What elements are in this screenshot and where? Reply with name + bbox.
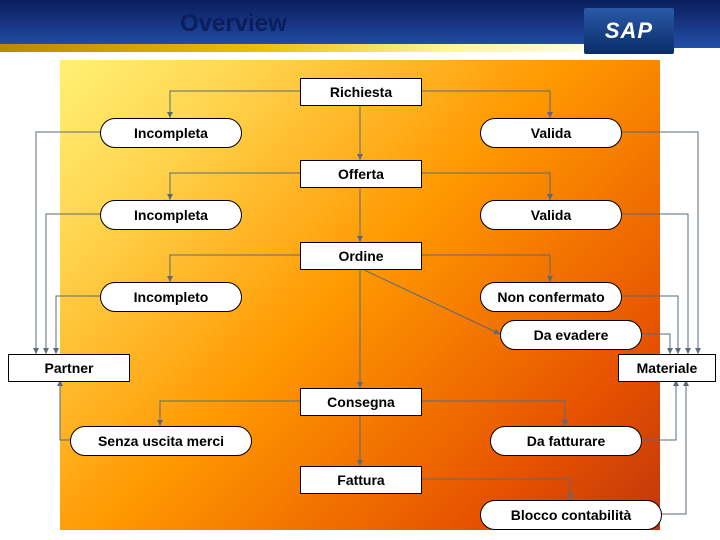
node-fattura: Fattura: [300, 466, 422, 494]
node-materiale: Materiale: [618, 354, 716, 382]
node-da_fatt: Da fatturare: [490, 426, 642, 456]
node-da_evadere: Da evadere: [500, 320, 642, 350]
node-r_incompleta: Incompleta: [100, 118, 242, 148]
page-title: Overview: [180, 10, 287, 38]
node-richiesta: Richiesta: [300, 78, 422, 106]
sap-logo: SAP: [584, 8, 674, 54]
node-consegna: Consegna: [300, 388, 422, 416]
node-o_valida: Valida: [480, 200, 622, 230]
node-ord_nc: Non confermato: [480, 282, 622, 312]
node-r_valida: Valida: [480, 118, 622, 148]
node-senza: Senza uscita merci: [70, 426, 252, 456]
header-accent: [0, 44, 640, 52]
node-offerta: Offerta: [300, 160, 422, 188]
node-partner: Partner: [8, 354, 130, 382]
node-blocco: Blocco contabilità: [480, 500, 662, 530]
node-ord_inc: Incompleto: [100, 282, 242, 312]
node-ordine: Ordine: [300, 242, 422, 270]
node-o_incompleta: Incompleta: [100, 200, 242, 230]
